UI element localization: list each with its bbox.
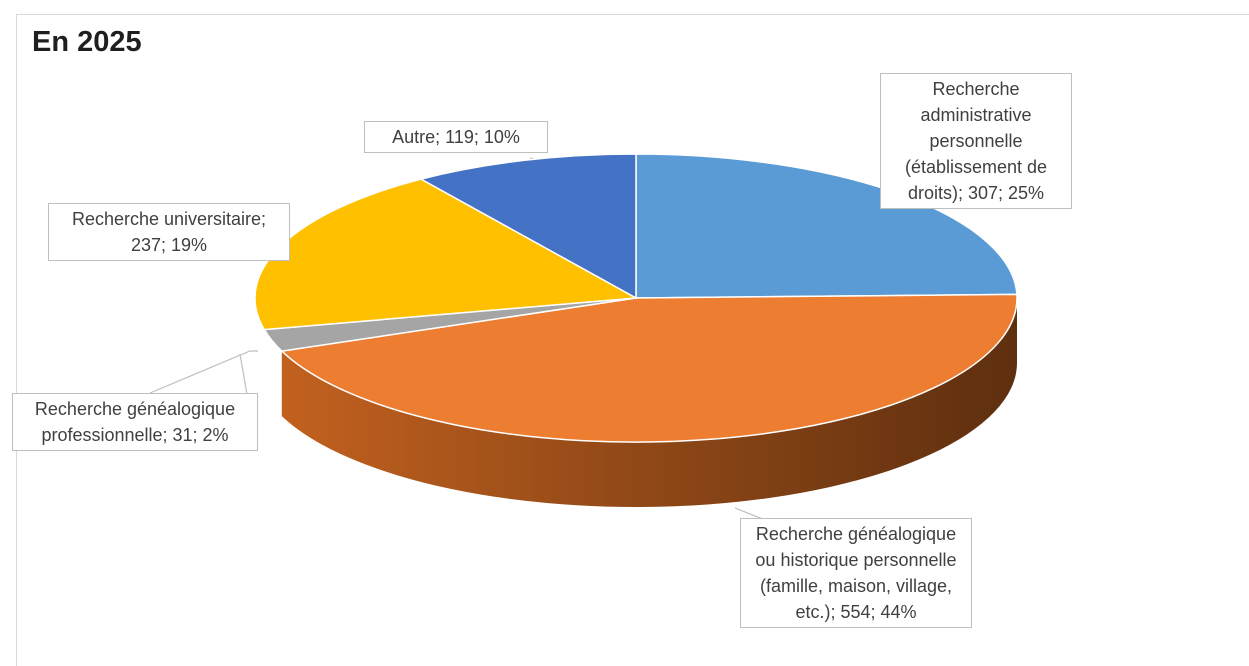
data-label-autre: Autre; 119; 10%	[364, 121, 548, 153]
slice-autre	[419, 153, 637, 300]
chart-title: En 2025	[32, 26, 142, 58]
pie-side-wall	[281, 298, 1017, 508]
data-label-genealogique-pro: Recherche généalogique professionnelle; …	[12, 393, 258, 451]
slice-genealogique-perso	[280, 293, 1018, 443]
pie-slices	[254, 153, 1018, 443]
data-label-genealogique-perso: Recherche généalogique ou historique per…	[740, 518, 972, 628]
chart-area	[16, 14, 1249, 666]
data-label-administrative: Recherche administrative personnelle (ét…	[880, 73, 1072, 209]
leader-line-genealogique-pro	[149, 350, 258, 394]
data-label-universitaire: Recherche universitaire; 237; 19%	[48, 203, 290, 261]
